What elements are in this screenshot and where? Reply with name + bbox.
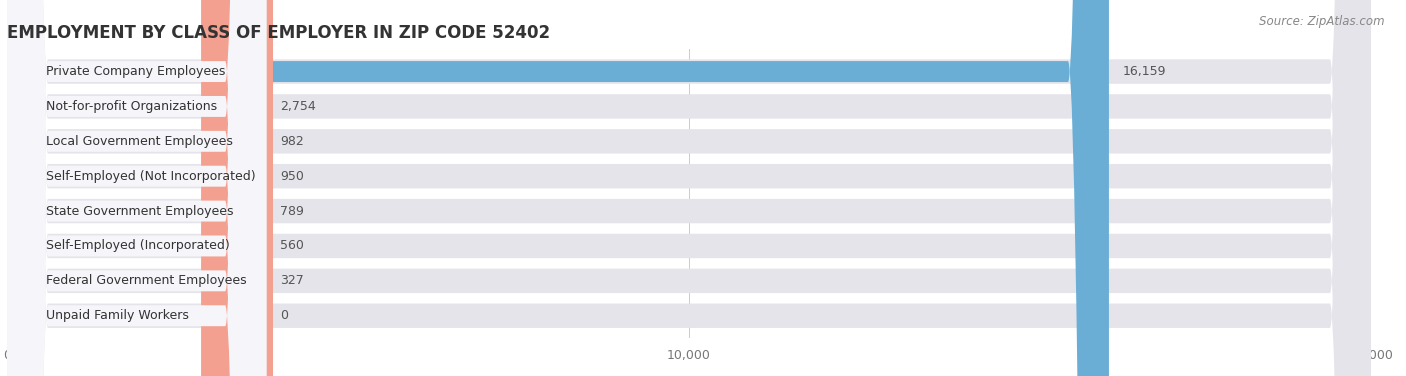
Text: 2,754: 2,754 — [280, 100, 315, 113]
Text: 560: 560 — [280, 240, 304, 252]
FancyBboxPatch shape — [7, 0, 1371, 376]
Text: State Government Employees: State Government Employees — [46, 205, 233, 218]
FancyBboxPatch shape — [7, 0, 1371, 376]
FancyBboxPatch shape — [7, 0, 1371, 376]
FancyBboxPatch shape — [201, 0, 273, 376]
FancyBboxPatch shape — [7, 0, 266, 376]
Text: Unpaid Family Workers: Unpaid Family Workers — [46, 309, 188, 322]
FancyBboxPatch shape — [7, 0, 266, 376]
FancyBboxPatch shape — [7, 0, 266, 376]
Text: 16,159: 16,159 — [1122, 65, 1166, 78]
FancyBboxPatch shape — [7, 0, 1371, 376]
FancyBboxPatch shape — [7, 0, 1371, 376]
Text: Source: ZipAtlas.com: Source: ZipAtlas.com — [1260, 15, 1385, 28]
Text: 0: 0 — [280, 309, 288, 322]
FancyBboxPatch shape — [201, 0, 1109, 376]
Text: EMPLOYMENT BY CLASS OF EMPLOYER IN ZIP CODE 52402: EMPLOYMENT BY CLASS OF EMPLOYER IN ZIP C… — [7, 24, 550, 42]
Text: 327: 327 — [280, 274, 304, 287]
Text: Local Government Employees: Local Government Employees — [46, 135, 233, 148]
Text: 982: 982 — [280, 135, 304, 148]
FancyBboxPatch shape — [7, 0, 266, 376]
FancyBboxPatch shape — [201, 0, 273, 376]
Text: Private Company Employees: Private Company Employees — [46, 65, 225, 78]
Text: Self-Employed (Incorporated): Self-Employed (Incorporated) — [46, 240, 229, 252]
FancyBboxPatch shape — [201, 0, 273, 376]
FancyBboxPatch shape — [7, 0, 266, 376]
FancyBboxPatch shape — [201, 0, 273, 376]
FancyBboxPatch shape — [7, 0, 266, 376]
Text: Self-Employed (Not Incorporated): Self-Employed (Not Incorporated) — [46, 170, 256, 183]
Text: 950: 950 — [280, 170, 304, 183]
Text: Federal Government Employees: Federal Government Employees — [46, 274, 246, 287]
Text: Not-for-profit Organizations: Not-for-profit Organizations — [46, 100, 217, 113]
FancyBboxPatch shape — [7, 0, 1371, 376]
FancyBboxPatch shape — [7, 0, 266, 376]
FancyBboxPatch shape — [7, 0, 266, 376]
FancyBboxPatch shape — [201, 0, 273, 376]
FancyBboxPatch shape — [7, 0, 1371, 376]
FancyBboxPatch shape — [7, 0, 1371, 376]
Text: 789: 789 — [280, 205, 304, 218]
FancyBboxPatch shape — [201, 0, 273, 376]
